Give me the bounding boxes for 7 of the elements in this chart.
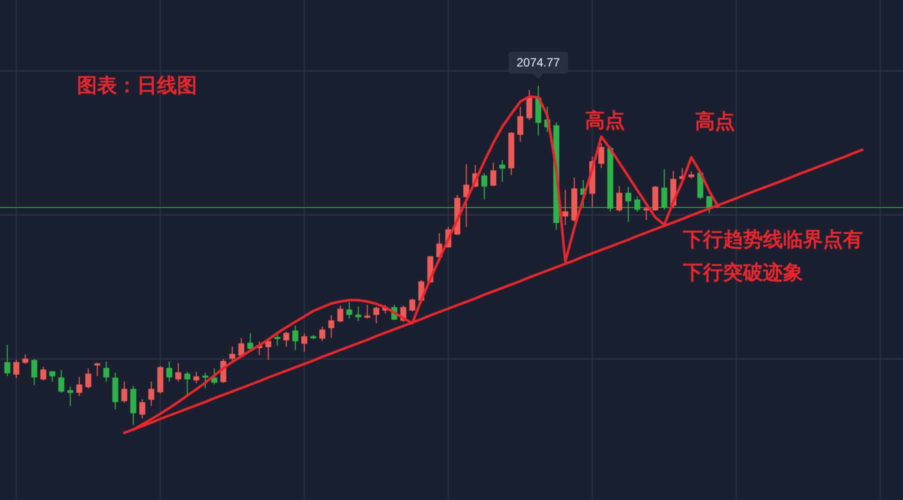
- annotation: 高点: [585, 110, 625, 132]
- annotation: 下行趋势线临界点有: [683, 229, 863, 251]
- annotation: 2074.77: [516, 56, 560, 70]
- annotation: 下行突破迹象: [683, 262, 803, 284]
- annotation: 高点: [695, 111, 735, 133]
- title: 图表：日线图: [77, 75, 197, 97]
- annotation: 2074.77: [508, 52, 568, 79]
